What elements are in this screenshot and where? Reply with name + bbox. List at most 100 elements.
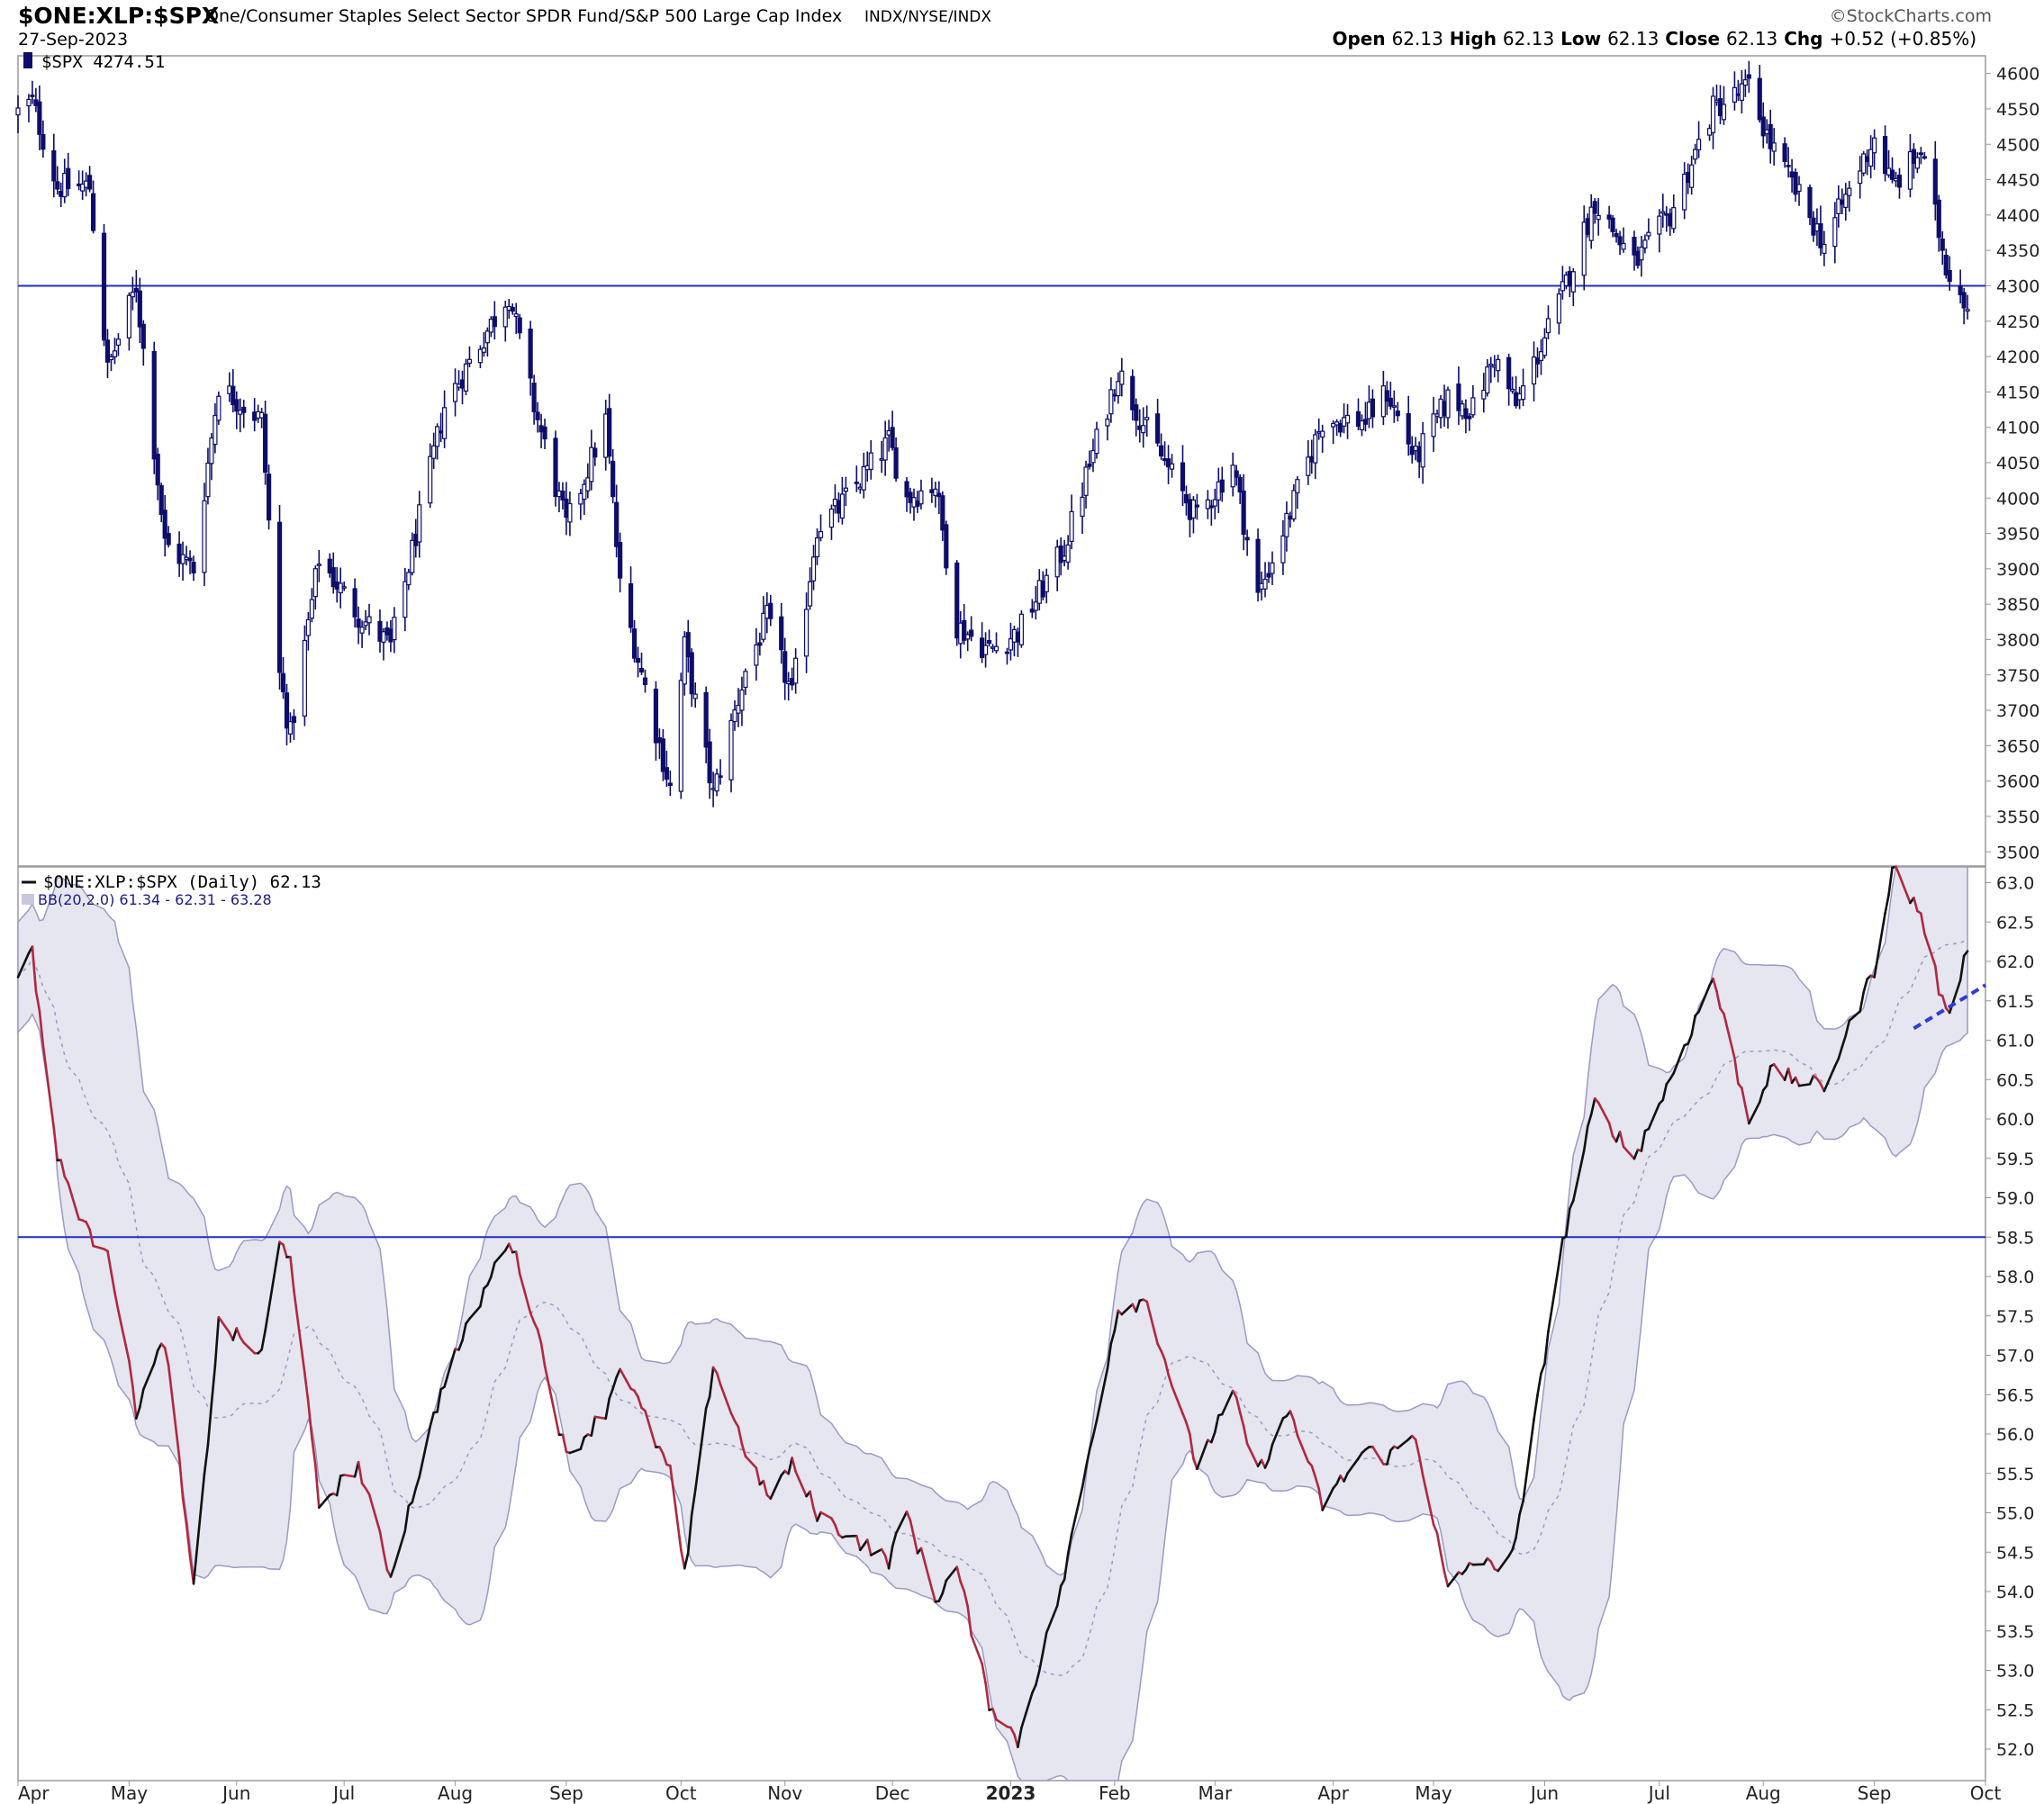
ratio-segment	[529, 1312, 536, 1324]
ratio-segment	[1515, 1513, 1521, 1539]
spx-candle	[1280, 519, 1286, 575]
ratio-segment	[235, 1327, 242, 1339]
ratio-segment	[1873, 912, 1886, 979]
x-tick-label: 2023	[986, 1782, 1036, 1804]
ratio-segment	[307, 1401, 313, 1439]
ratio-segment	[1035, 1669, 1041, 1687]
ratio-segment	[1540, 1362, 1546, 1376]
ratio-segment	[357, 1460, 364, 1485]
ratio-segment	[177, 1456, 185, 1500]
spx-candle	[1958, 269, 1963, 304]
ratio-segment	[1920, 912, 1926, 935]
ratio-segment	[959, 1580, 966, 1592]
ratio-y-tick-label: 61.0	[1996, 1032, 2034, 1051]
spx-candle	[940, 491, 945, 541]
spx-candle	[839, 476, 845, 525]
ratio-segment	[1443, 1570, 1450, 1588]
spx-candle	[231, 369, 236, 413]
spx-y-tick-label: 4050	[1996, 454, 2039, 474]
ratio-segment	[1569, 1199, 1575, 1210]
spx-candle	[638, 652, 645, 675]
spx-candle	[1836, 185, 1841, 228]
spx-y-tick-label: 4550	[1996, 100, 2039, 120]
ratio-segment	[1084, 1448, 1091, 1469]
ratio-y-tick-label: 62.0	[1996, 952, 2034, 972]
ratio-segment	[267, 1240, 281, 1310]
spx-candle	[1384, 381, 1389, 416]
ratio-segment	[264, 1307, 270, 1332]
spx-candle	[642, 669, 648, 693]
ratio-segment	[679, 1548, 686, 1570]
ratio-segment	[1343, 1472, 1349, 1483]
ratio-segment	[1120, 1303, 1135, 1316]
ratio-segment	[1589, 1096, 1596, 1116]
candle-legend-icon	[23, 52, 32, 68]
spx-candle	[1822, 230, 1827, 266]
ratio-segment	[1884, 893, 1890, 915]
ratio-segment	[970, 1634, 983, 1665]
ratio-segment	[1712, 977, 1718, 993]
ratio-segment	[1242, 1424, 1249, 1446]
spx-candle	[1965, 294, 1970, 320]
ratio-segment	[1547, 1262, 1560, 1333]
spx-candle	[933, 482, 938, 508]
spx-candle	[316, 549, 321, 582]
ratio-segment	[737, 1425, 744, 1446]
chart-header: $ONE:XLP:$SPX One/Consumer Staples Selec…	[18, 3, 1992, 50]
spx-candle	[126, 292, 131, 351]
ratio-segment	[163, 1347, 170, 1367]
ratio-segment	[1267, 1443, 1274, 1461]
ratio-segment	[185, 1522, 192, 1558]
ratio-segment	[88, 1228, 95, 1248]
ratio-line	[16, 865, 1969, 1748]
ratio-segment	[213, 1315, 221, 1367]
spx-candle	[1234, 465, 1239, 486]
spx-candle	[484, 327, 490, 357]
ratio-segment	[1145, 1300, 1159, 1346]
spx-candle	[205, 447, 211, 505]
ratio-segment	[378, 1530, 385, 1553]
spx-candle	[1606, 205, 1612, 230]
ratio-segment	[909, 1519, 916, 1538]
spx-y-tick-label: 3900	[1996, 560, 2039, 580]
spx-candle	[51, 133, 57, 198]
ohlc-open-label: Open	[1332, 28, 1391, 50]
ratio-segment	[1822, 1065, 1837, 1093]
x-tick-label: Feb	[1099, 1782, 1130, 1804]
ratio-segment	[729, 1412, 737, 1422]
x-tick-label: Jun	[221, 1782, 250, 1804]
ratio-segment	[1640, 1129, 1647, 1152]
ratio-segment	[1841, 1034, 1848, 1049]
ratio-segment	[816, 1511, 822, 1522]
ratio-segment	[1808, 1074, 1815, 1086]
ratio-segment	[662, 1452, 668, 1466]
spx-candle	[1843, 183, 1849, 221]
ohlc-chg-value: +0.52 (+0.85%)	[1829, 28, 1976, 50]
spx-candle	[402, 567, 408, 632]
spx-candle	[1739, 69, 1744, 114]
spx-candle	[779, 602, 784, 664]
ratio-segment	[1220, 1389, 1235, 1416]
spx-y-tick-label: 4350	[1996, 241, 2039, 261]
spx-candle	[312, 565, 318, 610]
ratio-segment	[1386, 1448, 1392, 1466]
spx-candle	[1044, 568, 1049, 604]
spx-candle	[1388, 382, 1393, 410]
ratio-segment	[393, 1529, 407, 1568]
ratio-segment	[719, 1383, 733, 1415]
spx-y-tick-label: 3550	[1996, 807, 2039, 827]
spx-candle	[1058, 537, 1063, 576]
ratio-segment	[1292, 1419, 1299, 1437]
spx-candle	[969, 616, 974, 642]
spx-candle	[1732, 71, 1738, 111]
spx-candle	[287, 712, 294, 743]
ratio-segment	[1289, 1410, 1296, 1422]
ratio-segment	[1113, 1309, 1120, 1332]
ratio-segment	[1622, 1145, 1636, 1160]
spx-candle	[1646, 218, 1651, 240]
ratio-segment	[217, 1315, 231, 1334]
spx-candle	[466, 346, 473, 367]
spx-candle	[187, 550, 193, 574]
spx-y-tick-label: 4600	[1996, 65, 2039, 85]
ratio-segment	[1106, 1342, 1113, 1370]
